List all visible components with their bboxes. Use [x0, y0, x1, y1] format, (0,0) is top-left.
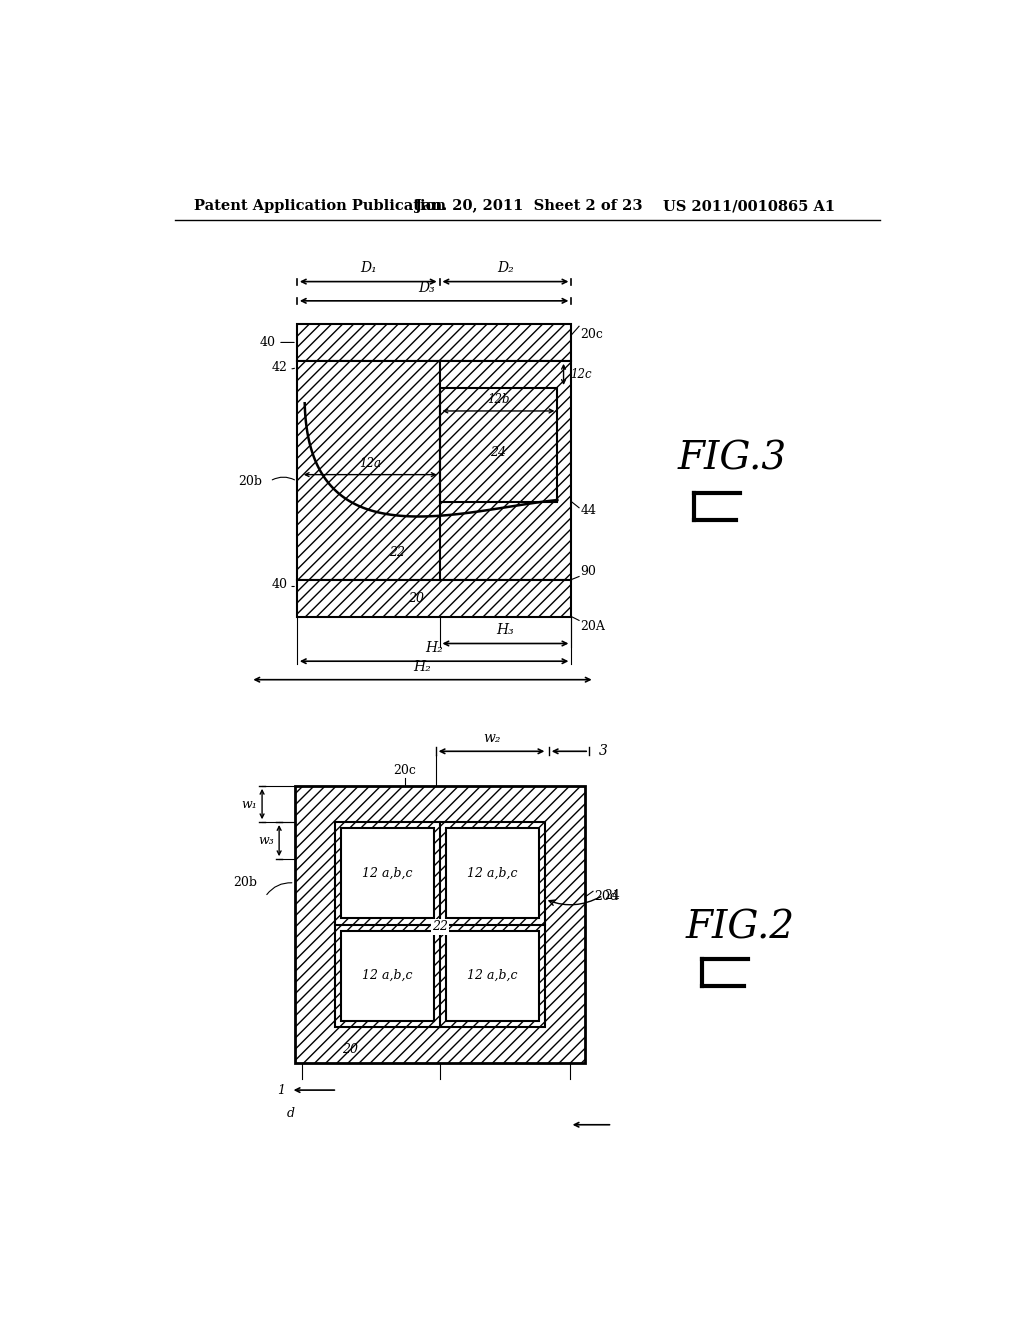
Text: 22: 22 — [389, 546, 404, 560]
Text: 12 a,b,c: 12 a,b,c — [467, 867, 518, 880]
Text: 90: 90 — [581, 565, 596, 578]
Bar — [335, 822, 545, 1027]
Text: 12a: 12a — [359, 457, 381, 470]
Text: 22: 22 — [432, 920, 447, 933]
Text: 40: 40 — [271, 578, 288, 591]
Text: H₂: H₂ — [414, 660, 431, 673]
Bar — [295, 785, 586, 1063]
Text: w₂: w₂ — [482, 731, 501, 744]
Text: 12 a,b,c: 12 a,b,c — [362, 867, 413, 880]
Text: 20: 20 — [409, 591, 424, 605]
Text: 12c: 12c — [569, 368, 592, 381]
Bar — [341, 931, 434, 1020]
Text: d: d — [287, 1106, 295, 1119]
Text: w₁: w₁ — [242, 797, 257, 810]
Text: 42: 42 — [271, 360, 288, 374]
Text: 20b: 20b — [233, 876, 257, 890]
Text: 24: 24 — [604, 888, 621, 902]
Text: Jan. 20, 2011  Sheet 2 of 23: Jan. 20, 2011 Sheet 2 of 23 — [415, 199, 642, 213]
Text: 3: 3 — [598, 744, 607, 758]
Text: 20c: 20c — [581, 327, 603, 341]
Bar — [297, 360, 571, 579]
Text: 20A: 20A — [581, 619, 605, 632]
Text: D₂: D₂ — [497, 261, 514, 276]
Text: FIG.2: FIG.2 — [686, 909, 795, 946]
Bar — [297, 323, 571, 360]
Text: 20: 20 — [342, 1043, 358, 1056]
Text: 20b: 20b — [238, 475, 262, 487]
Text: 20c: 20c — [393, 764, 417, 776]
Text: 40: 40 — [259, 335, 294, 348]
Bar — [341, 829, 434, 919]
Text: Patent Application Publication: Patent Application Publication — [194, 199, 445, 213]
Text: FIG.3: FIG.3 — [678, 440, 787, 478]
Bar — [439, 388, 557, 502]
Bar — [446, 829, 539, 919]
Text: 1: 1 — [278, 1084, 286, 1097]
Text: D₃: D₃ — [418, 281, 435, 294]
Text: 44: 44 — [581, 504, 597, 517]
Text: w₃: w₃ — [259, 834, 274, 847]
Text: 12 a,b,c: 12 a,b,c — [467, 969, 518, 982]
Bar — [446, 931, 539, 1020]
Bar — [297, 579, 571, 616]
Text: D₁: D₁ — [359, 261, 377, 276]
Text: H₂: H₂ — [425, 642, 443, 655]
Text: 24: 24 — [490, 446, 507, 459]
Bar — [439, 388, 557, 502]
Text: H₃: H₃ — [497, 623, 514, 638]
Text: 12b: 12b — [487, 393, 510, 407]
Text: 20d: 20d — [595, 890, 618, 903]
Text: US 2011/0010865 A1: US 2011/0010865 A1 — [663, 199, 835, 213]
Text: 12 a,b,c: 12 a,b,c — [362, 969, 413, 982]
